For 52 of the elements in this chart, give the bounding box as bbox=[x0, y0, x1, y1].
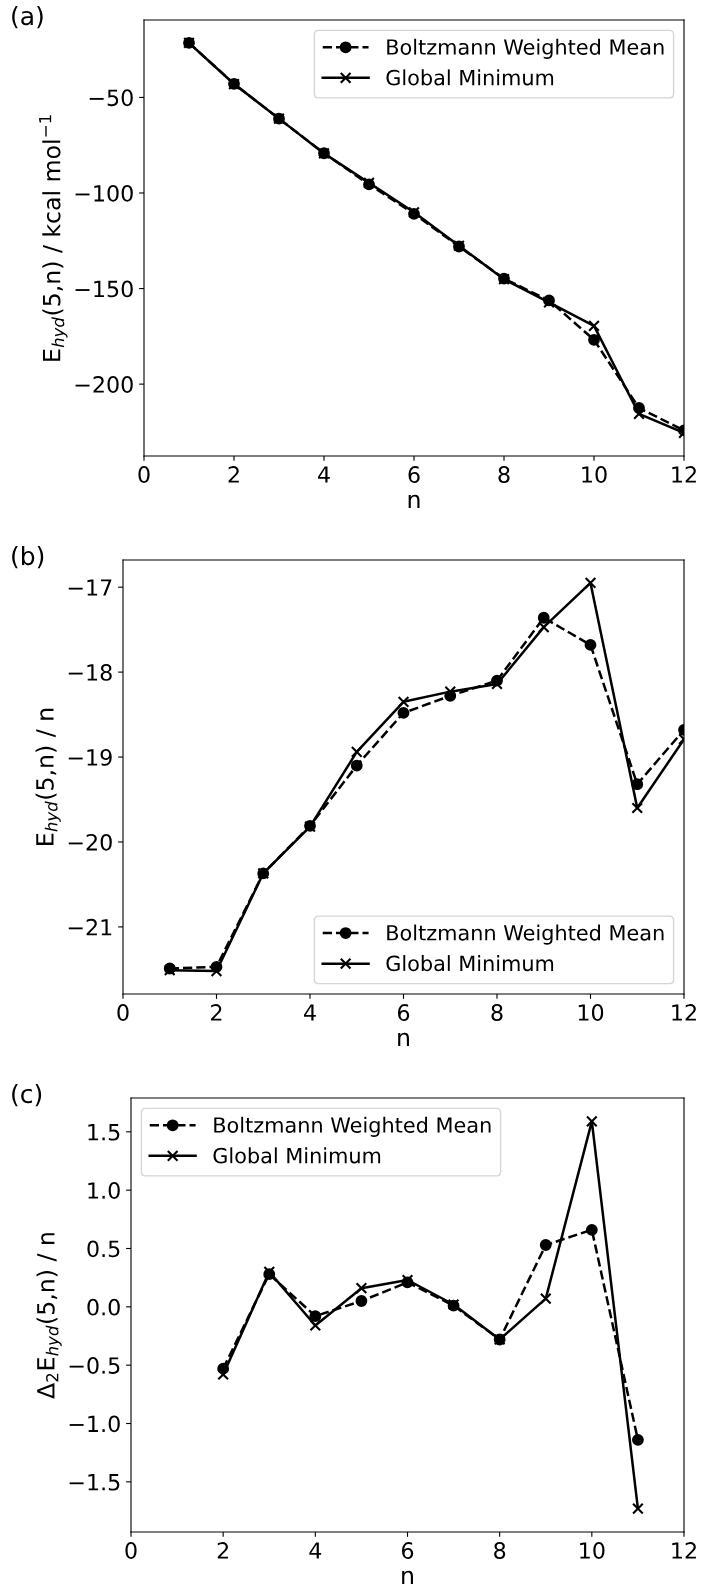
x-tick-label: 12 bbox=[672, 1004, 696, 1021]
legend-label: Boltzmann Weighted Mean bbox=[387, 38, 664, 59]
y-tick-label: −21 bbox=[68, 918, 112, 936]
legend-label: Global Minimum bbox=[386, 69, 554, 86]
y-axis-title: E$_{hyd}$(5,n) / n bbox=[35, 708, 61, 845]
text: (b) bbox=[12, 545, 44, 569]
y-tick-label: −19 bbox=[68, 748, 112, 766]
y-tick-label: 1.0 bbox=[88, 1182, 120, 1199]
x-tick-label: 0 bbox=[117, 1004, 129, 1021]
y-tick-label: −18 bbox=[68, 664, 112, 681]
x-tick-label: 2 bbox=[217, 1542, 229, 1559]
y-tick-label: 0.5 bbox=[87, 1240, 120, 1258]
x-tick-label: 8 bbox=[491, 1004, 503, 1021]
y-tick-label: −100 bbox=[75, 184, 133, 202]
legend-label: Global Minimum bbox=[386, 955, 554, 972]
y-tick-label: −20 bbox=[68, 833, 112, 851]
x-tick-label: 12 bbox=[672, 1542, 696, 1559]
y-tick-label: −150 bbox=[75, 280, 133, 298]
y-axis-title: Δ$_{2}$E$_{hyd}$(5,n) / n bbox=[36, 1233, 62, 1399]
x-tick-label: 10 bbox=[578, 1004, 604, 1021]
y-tick-label: −0.5 bbox=[69, 1357, 120, 1374]
x-tick-label: 6 bbox=[401, 1542, 414, 1559]
x-tick-label: 2 bbox=[211, 1004, 222, 1021]
x-tick-label: 4 bbox=[309, 1542, 322, 1559]
legend-label: Global Minimum bbox=[213, 1147, 381, 1164]
y-tick-label: −1.0 bbox=[69, 1415, 120, 1433]
text: (a) bbox=[12, 5, 43, 29]
y-tick-label: 0.0 bbox=[87, 1298, 120, 1316]
x-tick-label: 8 bbox=[498, 466, 510, 483]
x-tick-label: 0 bbox=[125, 1542, 137, 1559]
x-tick-label: 10 bbox=[582, 466, 607, 483]
x-axis-title: n bbox=[402, 1570, 413, 1584]
x-tick-label: 4 bbox=[318, 466, 330, 483]
y-tick-label: −17 bbox=[68, 579, 112, 596]
x-tick-label: 6 bbox=[397, 1004, 410, 1021]
x-tick-label: 12 bbox=[672, 466, 696, 483]
y-tick-label: 1.5 bbox=[88, 1124, 120, 1141]
x-tick-label: 6 bbox=[408, 466, 420, 483]
x-axis-title: n bbox=[398, 1032, 409, 1046]
x-tick-label: 0 bbox=[138, 466, 150, 483]
y-tick-label: −50 bbox=[89, 89, 133, 107]
x-tick-label: 8 bbox=[494, 1542, 506, 1559]
x-axis-title: n bbox=[408, 494, 420, 508]
y-tick-label: −200 bbox=[75, 376, 133, 393]
text: (c) bbox=[12, 1083, 42, 1107]
x-tick-label: 10 bbox=[580, 1542, 605, 1559]
legend-label: Boltzmann Weighted Mean bbox=[387, 924, 664, 945]
x-tick-label: 4 bbox=[304, 1004, 316, 1021]
y-tick-label: −1.5 bbox=[69, 1474, 120, 1491]
legend-label: Boltzmann Weighted Mean bbox=[214, 1116, 491, 1137]
x-tick-label: 2 bbox=[228, 466, 239, 483]
y-axis-title: E$_{hyd}$(5,n) / kcal mol$^{−1}$ bbox=[39, 115, 68, 361]
